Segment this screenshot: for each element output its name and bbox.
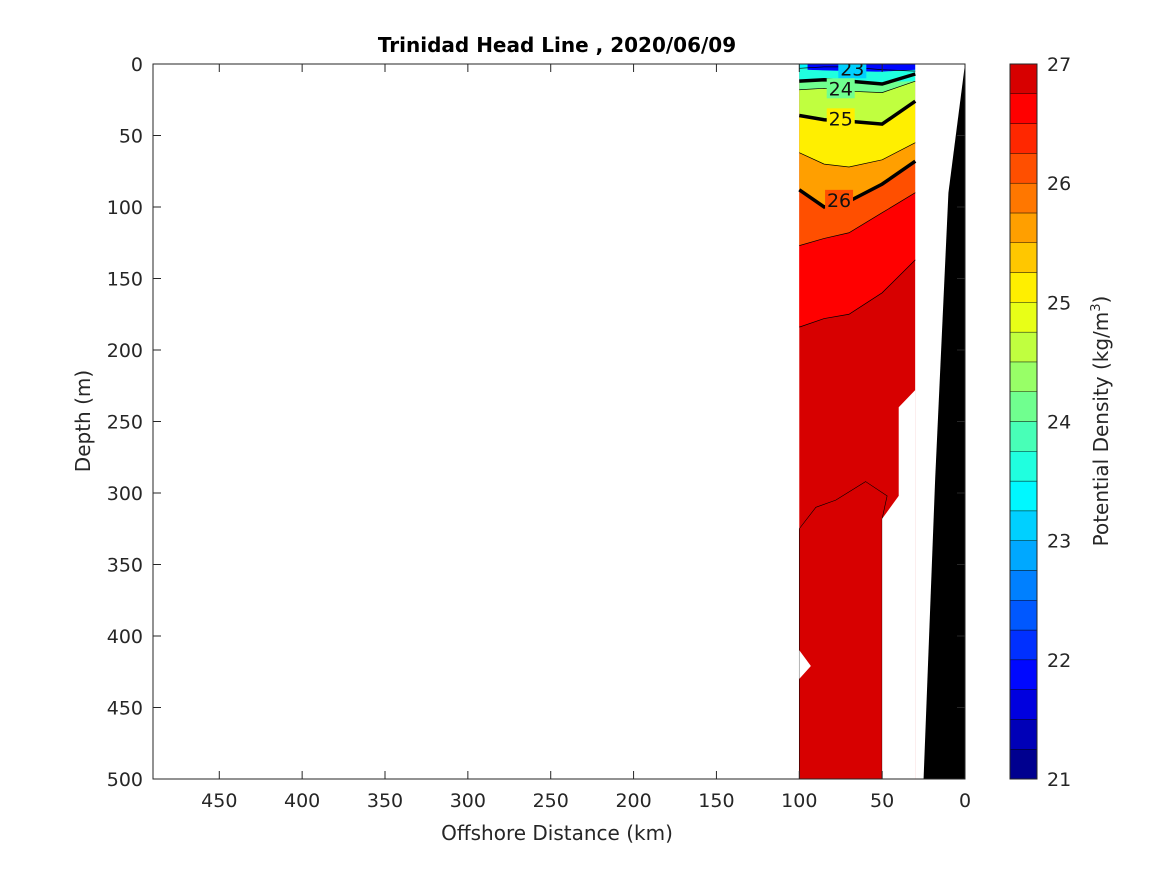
colorbar-swatches <box>1009 63 1038 780</box>
colorbar-swatch <box>1009 93 1038 124</box>
colorbar: 21 22 23 24 25 26 27 Potential Density (kg/m3) <box>1009 54 1113 791</box>
bathymetry-layer <box>923 64 965 779</box>
y-tick-label: 350 <box>107 555 143 577</box>
y-tick-label: 0 <box>131 54 143 76</box>
contour-label-bg <box>826 108 855 129</box>
y-tick-label: 150 <box>107 269 143 291</box>
colorbar-swatch <box>1009 629 1038 661</box>
contour-label: 25 <box>829 108 853 130</box>
colorbar-tick-label: 27 <box>1047 54 1071 76</box>
x-tick-label: 400 <box>284 790 320 812</box>
contour-label: 24 <box>829 78 853 100</box>
isopycnal-26-5 <box>799 192 916 246</box>
colorbar-ticks: 21 22 23 24 25 26 27 <box>1047 54 1071 791</box>
x-tick-label: 350 <box>367 790 403 812</box>
data-gap <box>882 390 916 779</box>
colorbar-swatch <box>1009 331 1038 363</box>
colorbar-swatch <box>1009 659 1038 690</box>
colorbar-swatch <box>1009 272 1038 303</box>
x-tick-label: 100 <box>781 790 817 812</box>
x-tick-label: 300 <box>450 790 486 812</box>
colorbar-swatch <box>1009 540 1038 571</box>
colorbar-swatch <box>1009 749 1038 780</box>
colorbar-tick-label: 22 <box>1047 650 1071 672</box>
x-tick-label: 250 <box>533 790 569 812</box>
seafloor <box>923 64 965 779</box>
colorbar-title-superscript: 3 <box>1089 303 1104 311</box>
y-tick-label: 450 <box>107 698 143 720</box>
y-tick-label: 50 <box>119 126 143 148</box>
colorbar-tick-label: 25 <box>1047 292 1071 314</box>
colorbar-swatch <box>1009 510 1038 541</box>
contour-label-bg <box>838 64 867 79</box>
colorbar-swatch <box>1009 570 1038 601</box>
density-band <box>799 192 916 328</box>
colorbar-swatch <box>1009 600 1038 631</box>
colorbar-swatch <box>1009 421 1038 452</box>
colorbar-swatch <box>1009 242 1038 273</box>
colorbar-swatch <box>1009 480 1038 512</box>
y-tick-label: 400 <box>107 626 143 648</box>
chart-title: Trinidad Head Line , 2020/06/09 <box>378 33 736 57</box>
y-tick-label: 200 <box>107 340 143 362</box>
colorbar-tick-label: 23 <box>1047 531 1071 553</box>
colorbar-tick-label: 21 <box>1047 769 1071 791</box>
colorbar-swatch <box>1009 719 1038 750</box>
colorbar-swatch <box>1009 182 1038 214</box>
y-axis-title: Depth (m) <box>71 370 95 472</box>
y-tick-label: 500 <box>107 769 143 791</box>
x-tick-label: 450 <box>201 790 237 812</box>
contour-label: 26 <box>827 190 851 212</box>
colorbar-tick-label: 26 <box>1047 173 1071 195</box>
colorbar-swatch <box>1009 123 1038 154</box>
x-tick-label: 150 <box>698 790 734 812</box>
density-band <box>799 101 916 167</box>
colorbar-title-end: ) <box>1089 296 1113 304</box>
y-tick-label: 100 <box>107 197 143 219</box>
isopycnal-25-5 <box>799 142 916 168</box>
x-axis-title: Offshore Distance (km) <box>441 821 673 845</box>
axis-layer: 450 400 350 300 250 200 150 100 50 00501001502002… <box>107 54 971 812</box>
colorbar-title: Potential Density (kg/m3) <box>1089 296 1113 547</box>
x-tick-label: 200 <box>615 790 651 812</box>
colorbar-swatch <box>1009 63 1038 94</box>
y-tick-label: 250 <box>107 412 143 434</box>
data-gap <box>799 650 811 679</box>
isopycnal-26-75 <box>799 259 916 328</box>
contour-label: 23 <box>840 58 864 80</box>
contour-label-bg <box>826 78 855 99</box>
deep-water-mass <box>798 481 888 779</box>
colorbar-swatch <box>1009 361 1038 392</box>
colorbar-title-main: Potential Density (kg/m <box>1089 312 1113 547</box>
x-tick-label: 50 <box>870 790 894 812</box>
x-tick-label: 0 <box>959 790 971 812</box>
colorbar-swatch <box>1009 451 1038 482</box>
colorbar-swatch <box>1009 153 1038 184</box>
colorbar-swatch <box>1009 391 1038 422</box>
colorbar-frame <box>1009 63 1038 780</box>
colorbar-swatch <box>1009 689 1038 720</box>
y-tick-label: 300 <box>107 483 143 505</box>
colorbar-swatch <box>1009 212 1038 243</box>
colorbar-tick-label: 24 <box>1047 412 1071 434</box>
contour-label-bg <box>825 189 854 210</box>
colorbar-swatch <box>1009 302 1038 333</box>
